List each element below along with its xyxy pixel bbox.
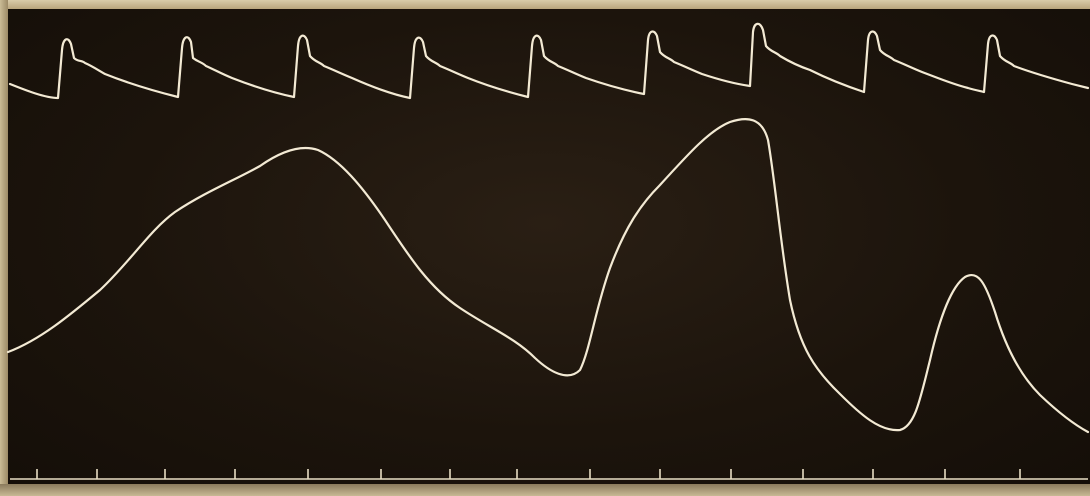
time-marker-ticks (36, 469, 1021, 479)
paper-border-left (0, 0, 8, 496)
paper-border-top (0, 0, 1090, 9)
pulse-trace (8, 22, 1090, 100)
slow-wave-trace (6, 118, 1090, 434)
paper-border-bottom (0, 484, 1090, 496)
